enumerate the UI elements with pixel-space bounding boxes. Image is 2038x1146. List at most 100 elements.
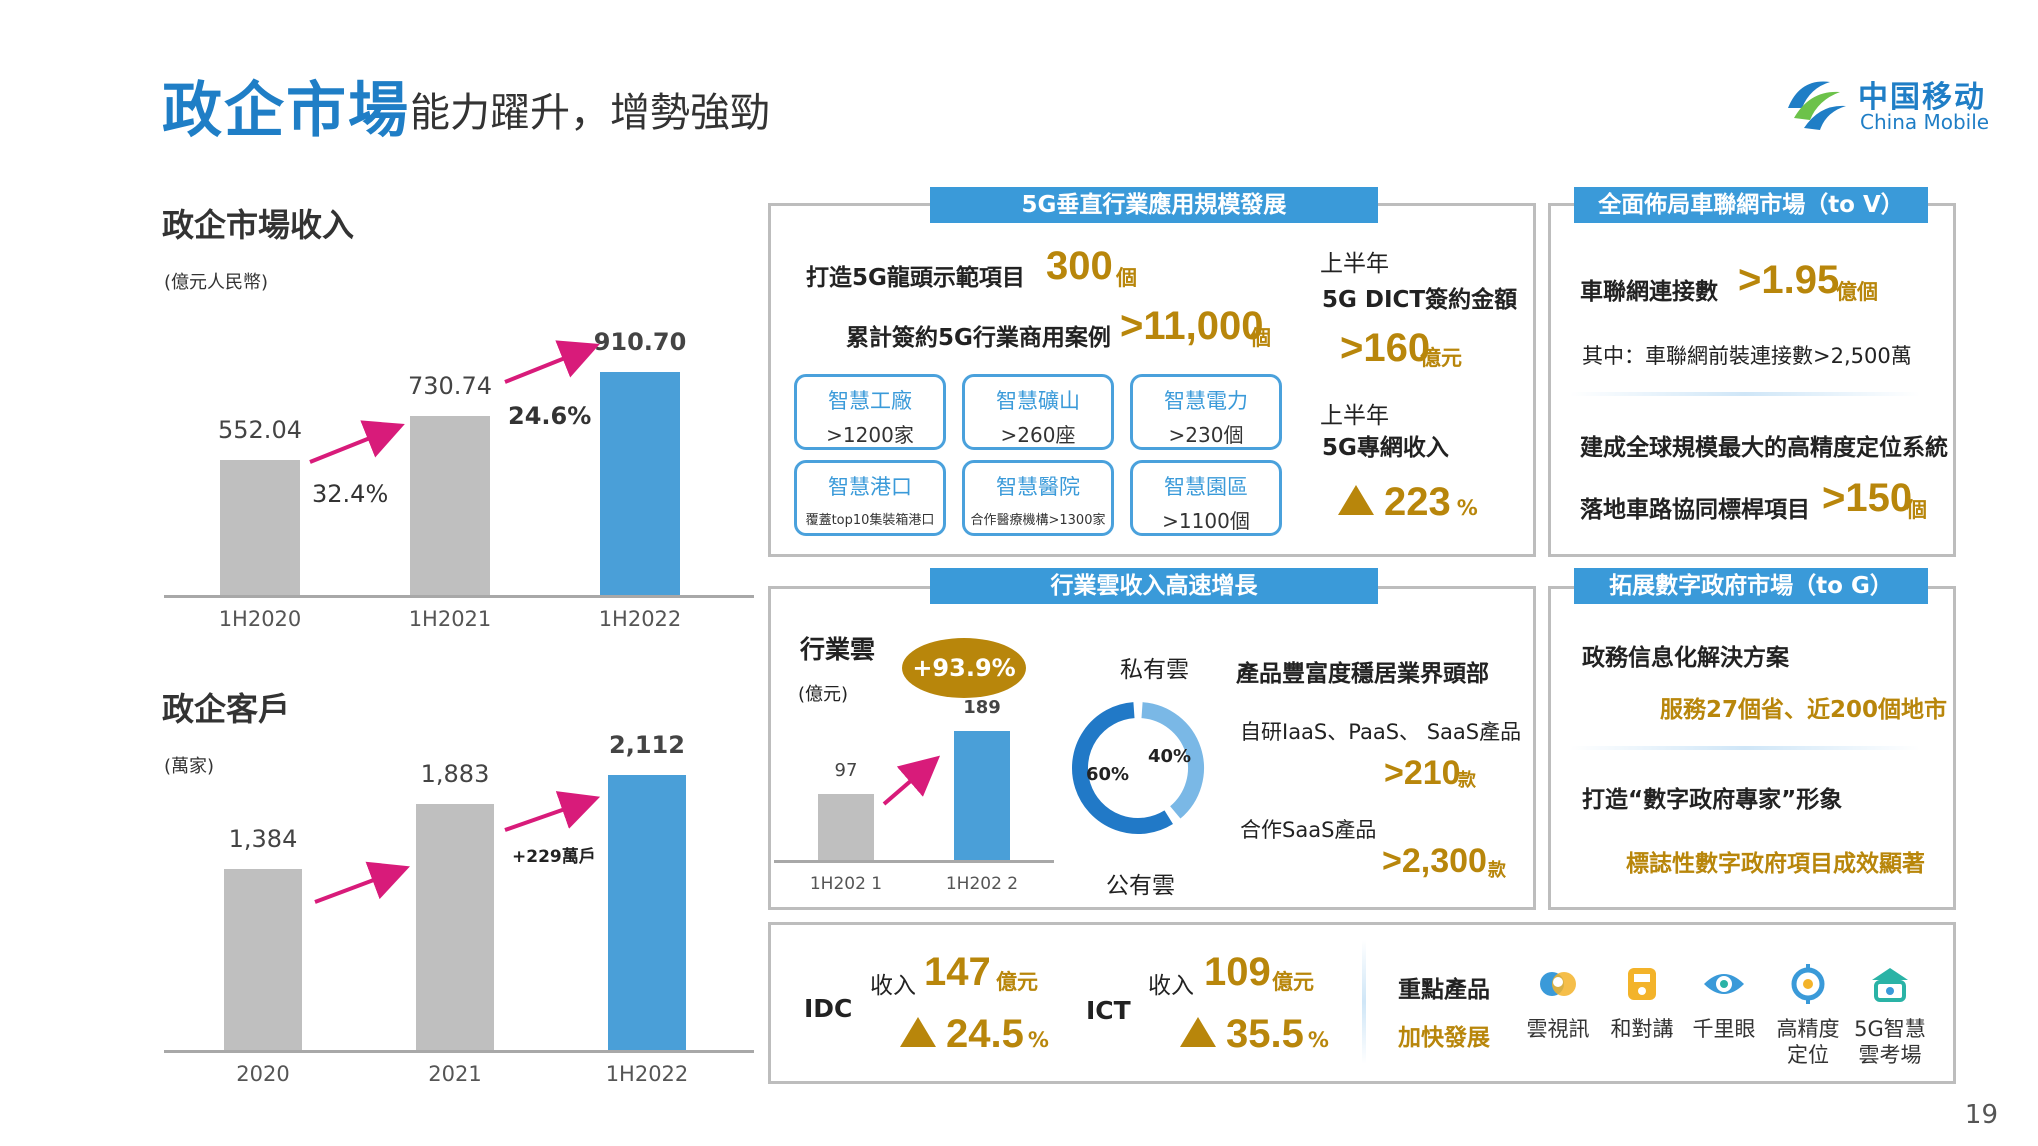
- donut-slice: [1141, 702, 1204, 819]
- panel-5g-title: 5G垂直行業應用規模發展: [930, 187, 1378, 223]
- digital-gov-expert-label: 打造“數字政府專家”形象: [1582, 787, 1843, 813]
- tile-name: 智慧醫院: [996, 475, 1080, 499]
- tile-name: 智慧電力: [1164, 389, 1248, 413]
- product-label: 高精度 定位: [1776, 1017, 1840, 1067]
- page-title: 政企市場: [162, 76, 410, 146]
- ict-label: ICT: [1086, 996, 1131, 1025]
- tile-smart-factory: 智慧工廠 >1200家: [794, 374, 946, 450]
- exam-room-icon: [1868, 962, 1912, 1006]
- bar-value-label: 1,883: [420, 760, 490, 789]
- dict-value: >160: [1340, 326, 1431, 370]
- bar-value-label: 2,112: [609, 730, 685, 759]
- demo-projects-value: 300: [1046, 244, 1113, 288]
- cloud-donut-chart: [1072, 702, 1204, 834]
- tile-smart-port: 智慧港口覆蓋top10集裝箱港口: [794, 460, 946, 536]
- divider: [1362, 940, 1366, 1064]
- idc-label: IDC: [804, 994, 853, 1023]
- dict-period: 上半年: [1320, 251, 1389, 277]
- cloud-unit: (億元): [798, 684, 849, 705]
- partner-products-unit: 款: [1488, 860, 1506, 881]
- road-project-unit: 個: [1906, 498, 1927, 522]
- tile-value: >1100個: [1162, 509, 1250, 533]
- tile-name: 智慧港口: [828, 475, 912, 499]
- gov-solution-label: 政務信息化解決方案: [1582, 645, 1789, 671]
- demo-projects-unit: 個: [1116, 266, 1137, 290]
- demo-projects-label: 打造5G龍頭示範項目: [806, 265, 1025, 291]
- bar-value-label: 730.74: [408, 371, 492, 400]
- tile-smart-hospital: 智慧醫院 合作醫療機構>1300家: [962, 460, 1114, 536]
- customers-bar-chart: 1,384 2020 1,883 2021 2,112 1H2022: [160, 720, 760, 1100]
- walkie-talkie-icon: [1620, 962, 1664, 1006]
- tile-smart-mine: 智慧礦山 >260座: [962, 374, 1114, 450]
- private-network-label: 5G專網收入: [1322, 435, 1449, 461]
- cloud-growth-badge: +93.9%: [902, 638, 1026, 698]
- ict-revenue-value: 109: [1204, 950, 1271, 994]
- cloud-growth-arrow: [882, 755, 940, 806]
- cloud-label: 行業雲: [800, 635, 876, 664]
- tile-smart-power: 智慧電力 >230個: [1130, 374, 1282, 450]
- commercial-cases-unit: 個: [1250, 326, 1271, 350]
- private-network-period: 上半年: [1320, 403, 1389, 429]
- bar: [220, 459, 300, 595]
- public-cloud-label: 公有雲: [1106, 873, 1175, 899]
- idc-revenue-value: 147: [924, 950, 991, 994]
- ict-revenue-label: 收入: [1148, 973, 1194, 999]
- panel-to-g-title: 拓展數字政府市場（to G）: [1574, 568, 1928, 604]
- revenue-growth-label-2: 24.6%: [508, 402, 592, 430]
- x-tick-label: 1H2022: [605, 1062, 689, 1086]
- iov-note: 其中：車聯網前裝連接數>2,500萬: [1582, 344, 1912, 368]
- bar-value-label: 910.70: [593, 327, 687, 356]
- growth-arrow: [504, 340, 600, 384]
- private-network-growth: 223%: [1338, 480, 1478, 525]
- up-triangle-icon: [1338, 485, 1374, 515]
- dict-unit: 億元: [1420, 346, 1462, 370]
- x-axis-line: [164, 1050, 754, 1053]
- china-mobile-logo: 中国移动 China Mobile: [1780, 60, 2000, 150]
- key-products-label: 重點產品: [1398, 977, 1490, 1003]
- self-products-value: >210: [1384, 754, 1461, 792]
- china-mobile-logo-icon: [1788, 81, 1846, 130]
- tile-value: >230個: [1168, 423, 1244, 447]
- idc-revenue-unit: 億元: [996, 970, 1038, 994]
- private-cloud-pct: 40%: [1148, 746, 1192, 767]
- iov-connections-unit: 億個: [1836, 280, 1878, 304]
- tile-value: >1200家: [826, 423, 914, 447]
- tile-name: 智慧園區: [1164, 475, 1248, 499]
- bar: [416, 804, 494, 1050]
- commercial-cases-value: >11,000: [1120, 304, 1264, 348]
- growth-arrow: [504, 791, 601, 832]
- x-tick-label: 2021: [428, 1062, 482, 1086]
- customers-growth-arrows: [314, 791, 601, 904]
- positioning-system-text: 建成全球規模最大的高精度定位系統: [1580, 435, 1948, 461]
- cloud-video-icon: [1536, 962, 1580, 1006]
- product-title: 產品豐富度穩居業界頭部: [1236, 661, 1489, 687]
- x-tick-label: 1H2021: [408, 607, 492, 631]
- self-products-label: 自研IaaS、PaaS、 SaaS產品: [1240, 720, 1522, 744]
- logo-text-cn: 中国移动: [1858, 80, 1986, 115]
- digital-gov-highlight: 標誌性數字政府項目成效顯著: [1626, 851, 1925, 877]
- eye-icon: [1702, 962, 1746, 1006]
- accelerate-label: 加快發展: [1398, 1025, 1490, 1051]
- gov-solution-highlight: 服務27個省、近200個地市: [1660, 697, 1948, 723]
- panel-industry-cloud: [768, 586, 1536, 910]
- page-number: 19: [1964, 1100, 1998, 1130]
- tile-value: >260座: [1000, 423, 1076, 447]
- cloud-bar-chart: 97 1H202 1 189 1H202 2: [774, 697, 1054, 910]
- public-cloud-pct: 60%: [1086, 764, 1130, 785]
- product-label: 雲視訊: [1526, 1017, 1590, 1041]
- bar: [608, 774, 686, 1050]
- customers-unit: (萬家): [164, 756, 215, 777]
- road-project-value: >150: [1822, 476, 1913, 520]
- ict-revenue-unit: 億元: [1272, 970, 1314, 994]
- revenue-bar-chart: 552.04 1H2020 730.74 1H2021 910.70 1H2022: [160, 300, 760, 640]
- tile-value: 覆蓋top10集裝箱港口: [805, 513, 935, 528]
- product-label: 千里眼: [1692, 1017, 1756, 1041]
- iov-connections-value: >1.95: [1738, 258, 1840, 302]
- panel-cloud-title: 行業雲收入高速增長: [930, 568, 1378, 604]
- bar: [410, 415, 490, 595]
- product-label: 5G智慧 雲考場: [1854, 1017, 1926, 1067]
- x-tick-label: 1H2020: [218, 607, 302, 631]
- up-triangle-icon: [1180, 1017, 1216, 1047]
- tile-name: 智慧礦山: [996, 389, 1080, 413]
- growth-arrow: [314, 861, 410, 904]
